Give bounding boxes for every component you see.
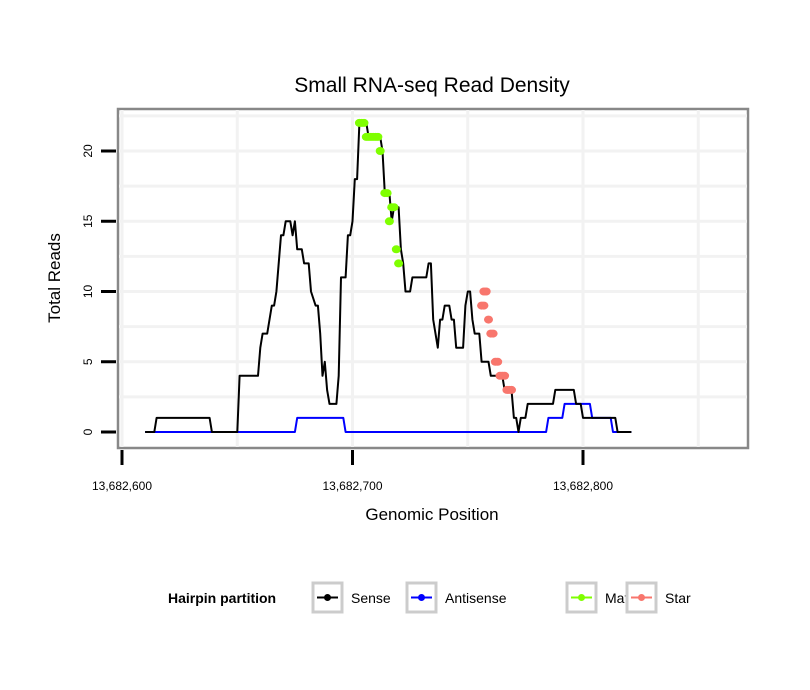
data-point-mature — [359, 118, 369, 127]
legend: Hairpin partition SenseAntisenseMatureSt… — [168, 581, 691, 614]
y-axis-title: Total Reads — [45, 233, 64, 323]
legend-item-antisense: Antisense — [405, 581, 507, 614]
data-point-star — [488, 329, 498, 338]
legend-key-point — [578, 594, 585, 601]
legend-key-point — [638, 594, 645, 601]
data-point-mature — [391, 245, 401, 254]
legend-label: Star — [665, 590, 691, 606]
legend-label: Sense — [351, 590, 391, 606]
data-point-star — [500, 371, 510, 380]
series-layer — [145, 118, 632, 433]
data-point-mature — [382, 189, 392, 198]
y-tick-label: 15 — [81, 214, 95, 228]
data-point-star — [484, 315, 493, 324]
data-point-star — [493, 357, 503, 366]
legend-key-point — [418, 594, 425, 601]
x-axis: 13,682,600 13,682,700 13,682,800 — [92, 450, 613, 493]
legend-label: Antisense — [445, 590, 507, 606]
data-point-mature — [394, 259, 404, 268]
data-point-star — [481, 287, 491, 296]
x-tick-label: 13,682,600 — [92, 479, 152, 493]
y-tick-label: 10 — [81, 285, 95, 299]
legend-key-point — [324, 594, 331, 601]
chart-title: Small RNA-seq Read Density — [294, 74, 570, 97]
legend-item-sense: Sense — [311, 581, 391, 614]
data-point-mature — [389, 203, 399, 212]
x-tick-label: 13,682,800 — [553, 479, 613, 493]
y-tick-label: 5 — [81, 358, 95, 365]
legend-item-star: Star — [625, 581, 691, 614]
y-tick-label: 0 — [81, 428, 95, 435]
x-axis-title: Genomic Position — [365, 505, 498, 524]
data-point-mature — [375, 147, 385, 155]
y-tick-label: 20 — [81, 144, 95, 158]
legend-title: Hairpin partition — [168, 590, 276, 606]
data-point-star — [507, 385, 516, 394]
y-axis: 0 5 10 15 20 — [81, 144, 116, 435]
x-tick-label: 13,682,700 — [322, 479, 382, 493]
data-point-mature — [384, 217, 394, 226]
data-point-star — [479, 301, 489, 310]
data-point-mature — [373, 132, 383, 141]
plot-panel — [116, 107, 750, 450]
